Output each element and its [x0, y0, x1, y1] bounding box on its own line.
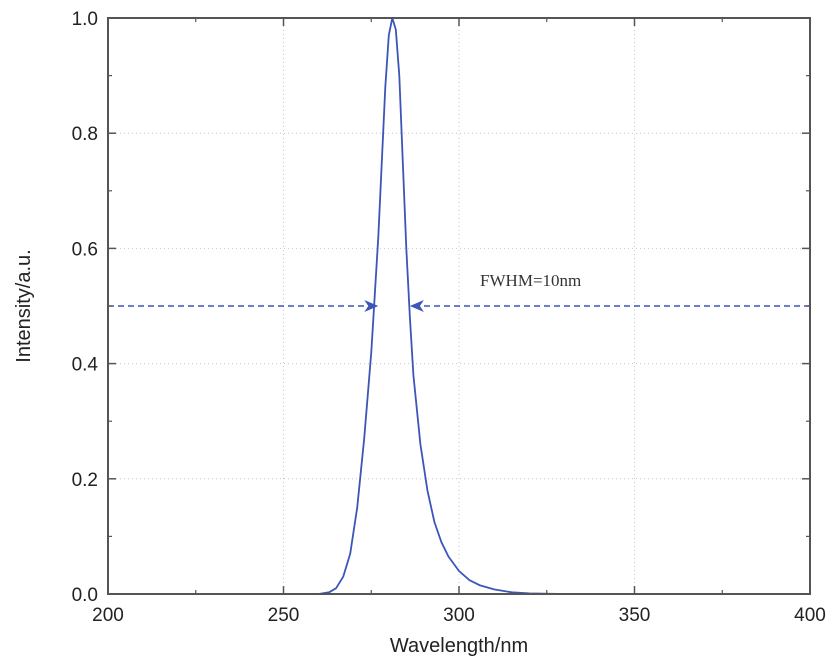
fwhm-arrow: [409, 300, 810, 312]
y-axis-title: Intensity/a.u.: [13, 249, 35, 362]
x-axis-title: Wavelength/nm: [390, 635, 528, 657]
x-tick-label: 350: [619, 605, 651, 626]
y-tick-label: 1.0: [72, 9, 98, 30]
fwhm-annotation: FWHM=10nm: [480, 271, 581, 290]
spectrum-line: [108, 18, 810, 594]
ticks: [107, 17, 811, 595]
arrow-layer: [108, 300, 810, 312]
y-tick-label: 0.8: [72, 124, 98, 145]
arrow-head: [409, 300, 424, 312]
fwhm-arrow: [108, 300, 379, 312]
x-tick-label: 400: [794, 605, 826, 626]
tick-labels: 200 250 300 350 400 0.0 0.2 0.4 0.6 0.8 1.0: [72, 9, 826, 626]
y-tick-label: 0.4: [72, 355, 99, 376]
y-tick-label: 0.6: [72, 239, 98, 260]
x-tick-label: 300: [443, 605, 475, 626]
arrow-head: [364, 300, 379, 312]
y-tick-label: 0.0: [72, 585, 98, 606]
series-layer: [108, 18, 810, 594]
y-tick-label: 0.2: [72, 470, 98, 491]
x-tick-label: 250: [268, 605, 300, 626]
x-tick-label: 200: [92, 605, 124, 626]
